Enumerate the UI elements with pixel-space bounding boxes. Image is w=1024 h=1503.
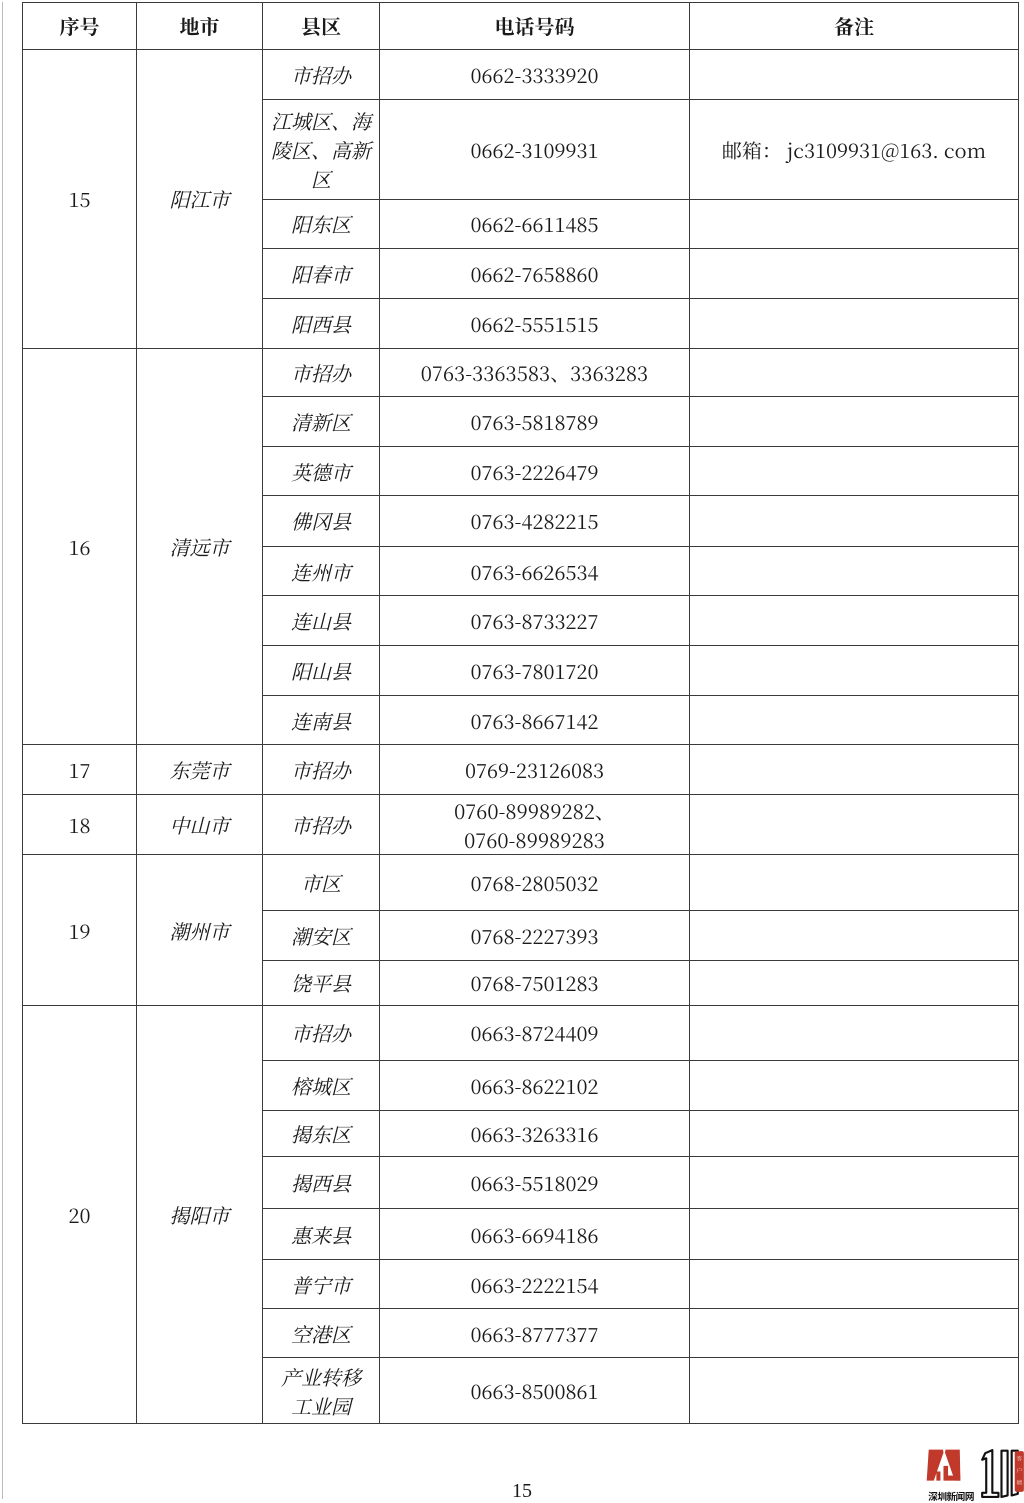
svg-text:深圳新闻网: 深圳新闻网 <box>928 1489 975 1501</box>
svg-text:客: 客 <box>1017 1454 1023 1462</box>
svg-text:端: 端 <box>1017 1479 1023 1487</box>
svg-text:户: 户 <box>1017 1467 1023 1475</box>
